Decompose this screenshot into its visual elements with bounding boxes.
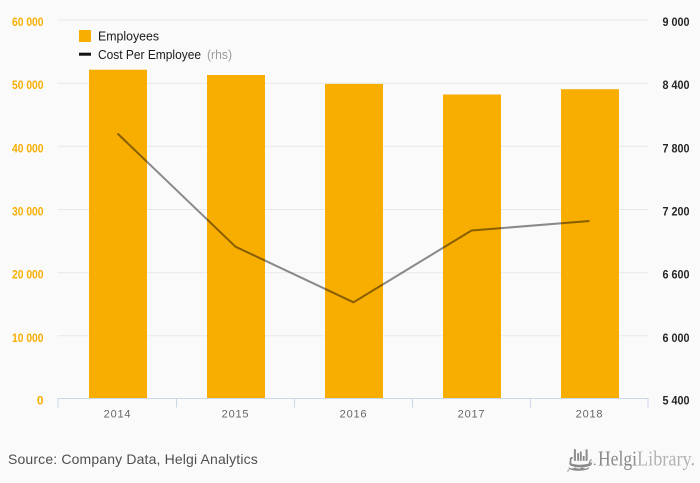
svg-text:30 000: 30 000 — [12, 205, 44, 219]
svg-text:Helgi: Helgi — [598, 447, 637, 471]
svg-text:6 600: 6 600 — [663, 268, 690, 282]
svg-text:20 000: 20 000 — [12, 268, 44, 282]
svg-text:Cost Per Employee: Cost Per Employee — [98, 47, 201, 62]
svg-text:50 000: 50 000 — [12, 78, 44, 92]
svg-text:2018: 2018 — [576, 409, 604, 421]
svg-text:0: 0 — [37, 394, 44, 408]
svg-text:8 400: 8 400 — [663, 78, 690, 92]
svg-text:2015: 2015 — [222, 409, 250, 421]
svg-text:2017: 2017 — [458, 409, 486, 421]
svg-text:Employees: Employees — [98, 28, 159, 43]
svg-text:Source: Company Data, Helgi An: Source: Company Data, Helgi Analytics — [8, 451, 258, 467]
svg-text:9 000: 9 000 — [663, 15, 690, 29]
svg-text:40 000: 40 000 — [12, 141, 44, 155]
svg-text:2016: 2016 — [340, 409, 368, 421]
svg-text:6 000: 6 000 — [663, 331, 690, 345]
svg-text:2014: 2014 — [104, 409, 132, 421]
svg-text:60 000: 60 000 — [12, 15, 44, 29]
svg-text:7 200: 7 200 — [663, 205, 690, 219]
svg-text:Library.: Library. — [637, 447, 695, 471]
svg-text:(rhs): (rhs) — [207, 47, 232, 62]
svg-text:10 000: 10 000 — [12, 331, 44, 345]
svg-text:5 400: 5 400 — [663, 394, 690, 408]
svg-text:7 800: 7 800 — [663, 141, 690, 155]
